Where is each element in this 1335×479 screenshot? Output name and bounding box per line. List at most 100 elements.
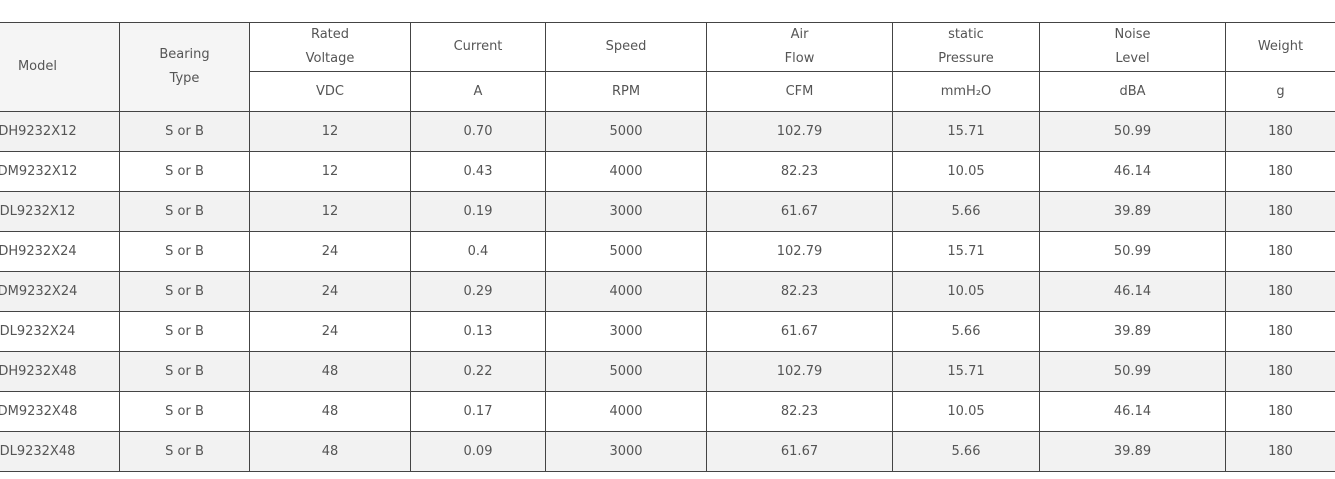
table-cell: 0.4 <box>410 231 546 272</box>
header-row: Model Bearing Type Rated Voltage Current Speed… <box>0 22 1335 112</box>
table-cell: 10.05 <box>892 271 1040 312</box>
header-text: Type <box>169 71 200 86</box>
table-cell: 5.66 <box>892 191 1040 232</box>
column-header: Air Flow <box>706 22 893 72</box>
table-cell: DM9232X12 <box>0 151 120 192</box>
table-cell: 180 <box>1225 311 1335 352</box>
table-cell: 46.14 <box>1039 391 1226 432</box>
table-cell: 0.19 <box>410 191 546 232</box>
table-cell: 0.70 <box>410 111 546 152</box>
table-cell: 15.71 <box>892 231 1040 272</box>
table-cell: 5000 <box>545 351 707 392</box>
header-text: Rated <box>310 27 350 42</box>
table-cell: 180 <box>1225 191 1335 232</box>
table-cell: DM9232X24 <box>0 271 120 312</box>
table-cell: 180 <box>1225 271 1335 312</box>
table-cell: 180 <box>1225 351 1335 392</box>
table-cell: 0.13 <box>410 311 546 352</box>
header-text: Speed <box>605 39 647 54</box>
table-cell: DM9232X48 <box>0 391 120 432</box>
table-cell: 61.67 <box>706 311 893 352</box>
table-cell: 102.79 <box>706 351 893 392</box>
table-cell: 0.22 <box>410 351 546 392</box>
header-text: Model <box>17 59 58 74</box>
table-cell: 3000 <box>545 311 707 352</box>
table-cell: DL9232X12 <box>0 191 120 232</box>
table-cell: S or B <box>119 311 250 352</box>
table-cell: 3000 <box>545 431 707 472</box>
table-cell: 50.99 <box>1039 231 1226 272</box>
table-cell: 61.67 <box>706 431 893 472</box>
unit-header: A <box>410 71 546 112</box>
table-cell: 0.17 <box>410 391 546 432</box>
column-header: Model <box>0 22 120 112</box>
table-cell: S or B <box>119 271 250 312</box>
unit-row: VDC A RPM CFM mmH₂O dBA g <box>0 71 1335 112</box>
unit-header: VDC <box>249 71 411 112</box>
table-row: DL9232X48 S or B 48 0.09 3000 61.67 5.66 39.89 1… <box>0 431 1335 472</box>
header-text: Flow <box>784 51 815 66</box>
table-cell: 15.71 <box>892 351 1040 392</box>
table-row: DH9232X12 S or B 12 0.70 5000 102.79 15.71 50.9… <box>0 111 1335 152</box>
table-cell: 0.43 <box>410 151 546 192</box>
header-text: Pressure <box>938 51 994 66</box>
table-cell: 24 <box>249 311 411 352</box>
table-cell: DH9232X24 <box>0 231 120 272</box>
header-text: Voltage <box>305 51 355 66</box>
column-header: Current <box>410 22 546 72</box>
table-cell: 39.89 <box>1039 311 1226 352</box>
unit-header: CFM <box>706 71 893 112</box>
table-cell: 82.23 <box>706 151 893 192</box>
table-cell: 0.09 <box>410 431 546 472</box>
table-cell: 12 <box>249 191 411 232</box>
unit-header: g <box>1225 71 1335 112</box>
table-row: DH9232X24 S or B 24 0.4 5000 102.79 15.71 50.99… <box>0 231 1335 272</box>
table-cell: 24 <box>249 231 411 272</box>
table-cell: 180 <box>1225 231 1335 272</box>
table-cell: S or B <box>119 111 250 152</box>
column-header: Speed <box>545 22 707 72</box>
table-cell: 5.66 <box>892 431 1040 472</box>
table-cell: DH9232X48 <box>0 351 120 392</box>
table-cell: 180 <box>1225 111 1335 152</box>
table-header: Model Bearing Type Rated Voltage Current Speed… <box>0 22 1335 112</box>
table-cell: 82.23 <box>706 391 893 432</box>
column-header: Rated Voltage <box>249 22 411 72</box>
unit-header: dBA <box>1039 71 1226 112</box>
table-cell: DH9232X12 <box>0 111 120 152</box>
table-cell: S or B <box>119 231 250 272</box>
table-cell: 180 <box>1225 431 1335 472</box>
table-row: DL9232X24 S or B 24 0.13 3000 61.67 5.66 39.89 1… <box>0 311 1335 352</box>
unit-header: RPM <box>545 71 707 112</box>
table-cell: S or B <box>119 391 250 432</box>
table-row: DH9232X48 S or B 48 0.22 5000 102.79 15.71 50.9… <box>0 351 1335 392</box>
table-cell: 4000 <box>545 151 707 192</box>
table-cell: 48 <box>249 391 411 432</box>
table-cell: 48 <box>249 431 411 472</box>
table-cell: S or B <box>119 191 250 232</box>
table-cell: 180 <box>1225 391 1335 432</box>
table-cell: 46.14 <box>1039 271 1226 312</box>
header-text: Weight <box>1257 39 1304 54</box>
unit-header: mmH₂O <box>892 71 1040 112</box>
table-cell: DL9232X24 <box>0 311 120 352</box>
table-cell: 10.05 <box>892 151 1040 192</box>
table-cell: 0.29 <box>410 271 546 312</box>
table-cell: 102.79 <box>706 111 893 152</box>
table-cell: 10.05 <box>892 391 1040 432</box>
table-cell: 3000 <box>545 191 707 232</box>
column-header: Weight <box>1225 22 1335 72</box>
table-cell: 4000 <box>545 271 707 312</box>
header-text: Noise <box>1114 27 1151 42</box>
header-text: static <box>948 27 984 42</box>
table-row: DM9232X12 S or B 12 0.43 4000 82.23 10.05 46.14… <box>0 151 1335 192</box>
header-text: Level <box>1115 51 1150 66</box>
table-body: DH9232X12 S or B 12 0.70 5000 102.79 15.71 50.9… <box>0 111 1335 472</box>
table-cell: 50.99 <box>1039 351 1226 392</box>
table-cell: 102.79 <box>706 231 893 272</box>
table-cell: 82.23 <box>706 271 893 312</box>
table-cell: 39.89 <box>1039 431 1226 472</box>
table-row: DM9232X48 S or B 48 0.17 4000 82.23 10.05 46.14… <box>0 391 1335 432</box>
table-cell: 61.67 <box>706 191 893 232</box>
table-cell: 5.66 <box>892 311 1040 352</box>
